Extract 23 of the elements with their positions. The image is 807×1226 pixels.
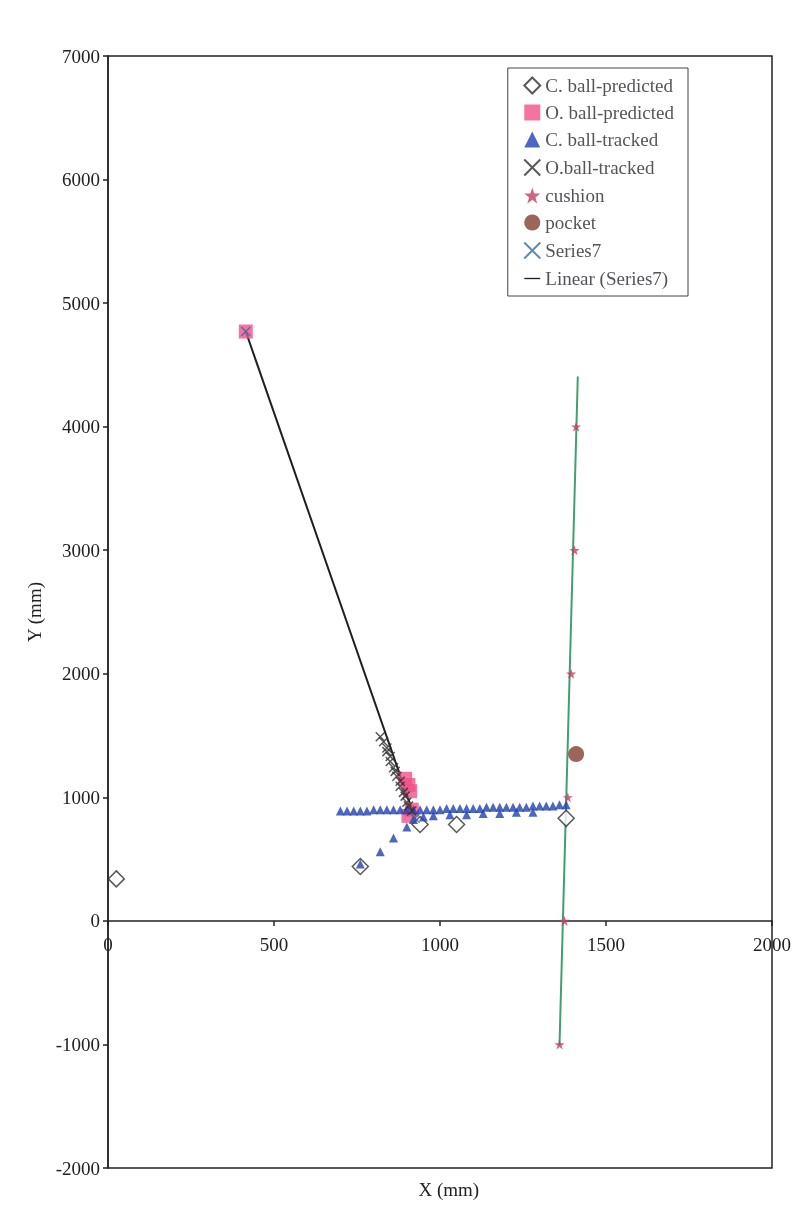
legend-label: O. ball-predicted: [545, 102, 675, 123]
x-tick-label: 1000: [421, 933, 459, 955]
y-tick-label: 1000: [62, 786, 100, 808]
legend-label: C. ball-predicted: [545, 75, 674, 96]
legend-label: pocket: [545, 212, 597, 233]
legend-label: Linear (Series7): [545, 268, 669, 290]
y-tick-label: 5000: [62, 292, 100, 314]
y-tick-label: 0: [90, 910, 100, 932]
x-axis-title: X (mm): [418, 1179, 480, 1201]
y-tick-label: 4000: [62, 416, 100, 438]
legend-label: cushion: [545, 185, 605, 206]
legend-label: O.ball-tracked: [545, 157, 655, 178]
y-tick-label: 7000: [62, 45, 100, 67]
y-tick-label: 2000: [62, 663, 100, 685]
y-tick-label: 6000: [62, 169, 100, 191]
legend-label: Series7: [545, 240, 602, 261]
y-axis-title: Y (mm): [24, 582, 46, 642]
y-tick-label: -1000: [55, 1033, 100, 1055]
legend-label: C. ball-tracked: [545, 129, 659, 150]
x-tick-label: 500: [259, 933, 289, 955]
y-tick-label: -2000: [55, 1157, 100, 1179]
x-tick-label: 1500: [587, 933, 625, 955]
y-tick-label: 3000: [62, 539, 100, 561]
